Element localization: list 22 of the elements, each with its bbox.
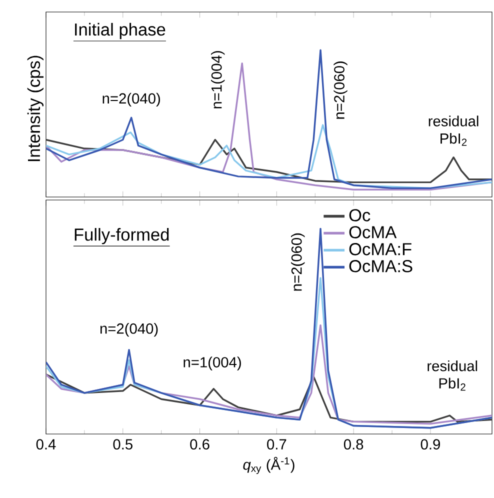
- legend-label: OcMA:F: [349, 243, 412, 256]
- chart-title: Fully-formed: [74, 228, 169, 244]
- annotation: n=2(060): [291, 233, 305, 291]
- x-axis-title: q$_{xy}$ (Å$^{-1}$): [243, 456, 294, 474]
- chart-title: Initial phase: [75, 22, 166, 40]
- x-tick-label: 0.8: [344, 439, 364, 450]
- annotation: n=2(060): [334, 62, 348, 119]
- y-axis-title: Intensity (cps): [27, 56, 44, 162]
- x-tick-label: 0.5: [113, 439, 132, 450]
- legend-label: Oc: [349, 209, 370, 222]
- annotation: n=2(040): [100, 323, 158, 337]
- annotation: residual PbI$_{2}$: [428, 360, 478, 391]
- x-tick-label: 0.6: [190, 439, 210, 450]
- annotation: n=1(004): [211, 51, 225, 108]
- x-tick-label: 0.4: [36, 439, 56, 450]
- annotation: residual PbI$_{2}$: [428, 116, 478, 146]
- annotation: n=2(040): [102, 92, 160, 107]
- x-tick-label: 0.7: [267, 439, 286, 450]
- annotation: n=1(004): [184, 356, 241, 370]
- legend-label: OcMA: [349, 226, 397, 238]
- x-tick-label: 0.9: [420, 439, 440, 450]
- legend-label: OcMA:S: [349, 260, 412, 272]
